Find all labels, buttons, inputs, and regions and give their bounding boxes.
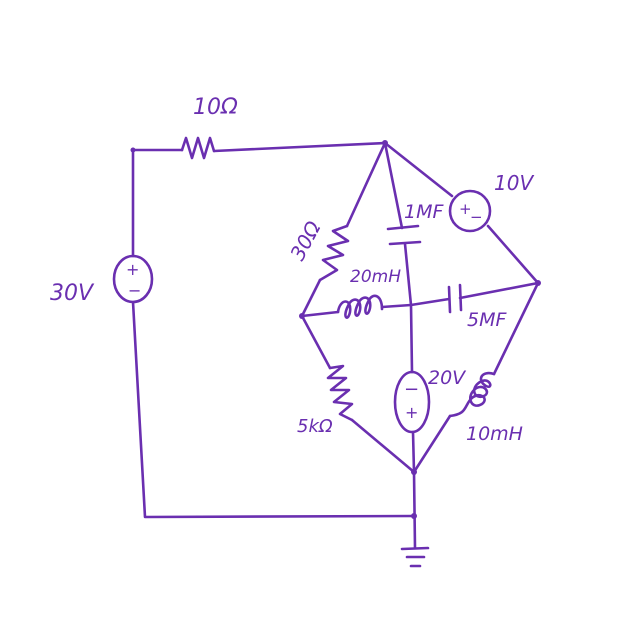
resistor-30ohm: 30Ω bbox=[285, 216, 350, 282]
capacitor-5mf: 5MF bbox=[447, 283, 507, 331]
voltage-source-20v-minus: − bbox=[404, 379, 419, 400]
capacitor-1mf-plate-bottom bbox=[388, 240, 422, 246]
node-top-left bbox=[130, 147, 136, 153]
node-bottom bbox=[411, 469, 417, 475]
nodes bbox=[130, 140, 541, 519]
resistor-10ohm-label: 10Ω bbox=[193, 95, 238, 120]
wire-20mh-to-center bbox=[380, 303, 413, 309]
inductor-10mh: 10mH bbox=[448, 371, 523, 445]
node-left bbox=[299, 313, 305, 319]
middle-horizontal-branch bbox=[300, 281, 540, 318]
wire-5mf-to-right bbox=[458, 281, 540, 300]
voltage-source-30v-label: 30V bbox=[50, 281, 95, 306]
wire-5k-to-bottom bbox=[350, 418, 416, 474]
resistor-10ohm-zigzag bbox=[180, 136, 216, 160]
diamond-edges bbox=[300, 141, 540, 474]
voltage-source-10v-plus: + bbox=[459, 200, 472, 218]
wire-left-to-5k bbox=[300, 314, 332, 370]
wire-left-to-20mh bbox=[300, 310, 340, 318]
voltage-source-10v-minus: − bbox=[470, 208, 483, 226]
capacitor-1mf-plate-top bbox=[386, 224, 420, 231]
resistor-30ohm-zigzag bbox=[318, 224, 350, 282]
voltage-source-20v-plus: + bbox=[405, 403, 418, 422]
voltage-source-30v-body bbox=[112, 254, 154, 304]
outer-loop-wires bbox=[131, 141, 416, 519]
wire-1mf-to-center bbox=[403, 242, 413, 307]
inductor-20mh-coils bbox=[336, 294, 384, 319]
node-right bbox=[535, 280, 541, 286]
wire-center-to-5mf bbox=[409, 297, 451, 307]
voltage-source-30v-minus: − bbox=[128, 281, 141, 300]
resistor-30ohm-label: 30Ω bbox=[285, 216, 326, 264]
voltage-source-30v: + − 30V bbox=[50, 254, 154, 306]
voltage-source-20v-label: 20V bbox=[428, 367, 467, 389]
wire-bottom-to-ground bbox=[412, 470, 417, 550]
capacitor-5mf-plate-right bbox=[458, 283, 463, 312]
voltage-source-20v-body bbox=[393, 370, 431, 434]
resistor-10ohm: 10Ω bbox=[180, 95, 238, 160]
voltage-source-20v: − + 20V bbox=[393, 367, 467, 434]
wire-10v-to-right bbox=[486, 224, 540, 285]
capacitor-5mf-label: 5MF bbox=[467, 309, 507, 331]
voltage-source-10v-body bbox=[448, 189, 492, 233]
wire-top-to-1mf bbox=[383, 141, 404, 230]
capacitor-1mf-label: 1MF bbox=[404, 201, 444, 223]
wire-center-to-20v bbox=[409, 303, 414, 374]
resistor-5kohm: 5kΩ bbox=[297, 364, 354, 437]
wire-30ohm-to-left bbox=[300, 278, 322, 318]
ground bbox=[400, 470, 430, 568]
wire-top-to-30ohm bbox=[345, 141, 387, 228]
middle-vertical-branch bbox=[383, 141, 416, 474]
voltage-source-10v-label: 10V bbox=[494, 171, 534, 195]
resistor-5kohm-label: 5kΩ bbox=[297, 416, 333, 437]
inductor-20mh: 20mH bbox=[336, 267, 401, 319]
inductor-10mh-label: 10mH bbox=[466, 423, 523, 445]
voltage-source-30v-plus: + bbox=[126, 260, 139, 279]
wire-20v-to-bottom bbox=[411, 430, 416, 474]
inductor-10mh-coils bbox=[448, 371, 496, 418]
node-top bbox=[382, 140, 388, 146]
inductor-20mh-label: 20mH bbox=[350, 267, 401, 287]
wire-top-to-10v bbox=[383, 141, 454, 198]
wire-left-top bbox=[131, 148, 184, 258]
wire-left-bottom bbox=[131, 300, 416, 519]
capacitor-5mf-plate-left bbox=[447, 285, 452, 314]
node-ground-junction bbox=[411, 513, 417, 519]
wire-top-to-node bbox=[212, 141, 387, 153]
resistor-5kohm-zigzag bbox=[326, 364, 354, 422]
wire-10mh-to-bottom bbox=[412, 414, 452, 474]
wire-right-to-10mh bbox=[492, 281, 540, 376]
capacitor-1mf: 1MF bbox=[386, 201, 444, 246]
ground-icon bbox=[400, 546, 430, 568]
voltage-source-10v: + − 10V bbox=[448, 171, 534, 233]
